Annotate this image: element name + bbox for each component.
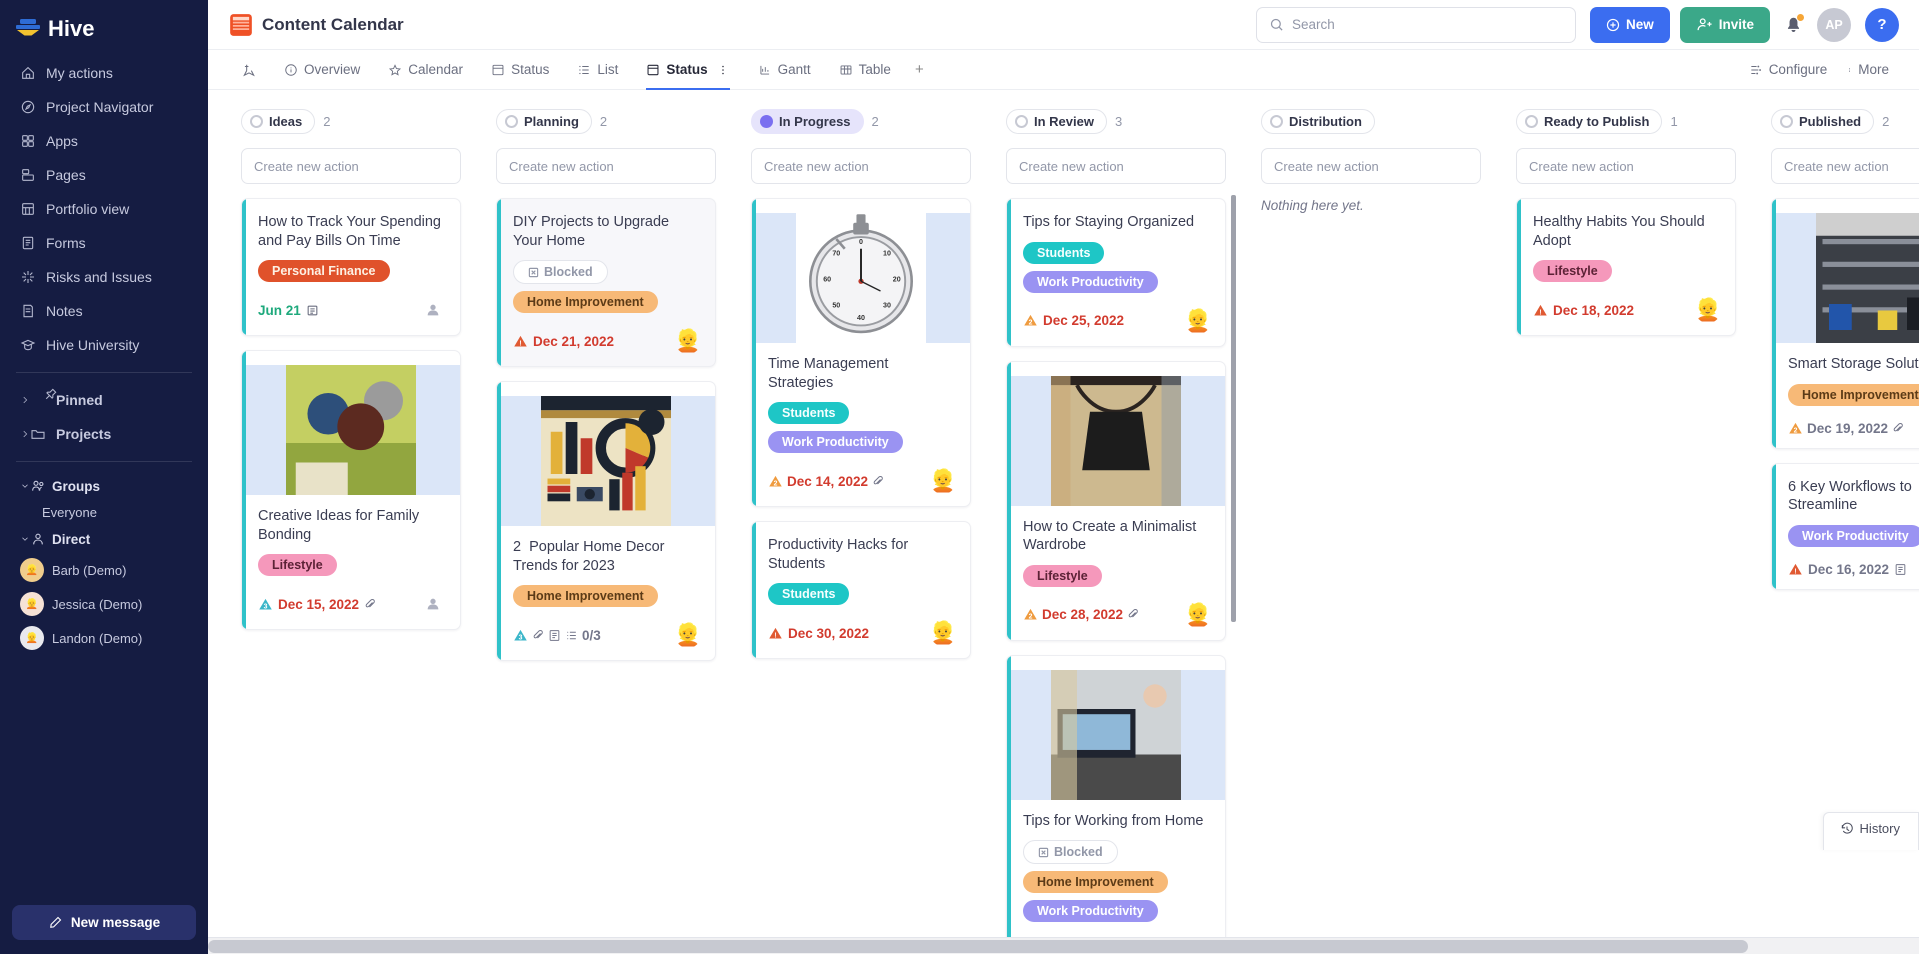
svg-text:!: ! — [519, 340, 521, 347]
svg-text:0: 0 — [859, 238, 863, 246]
svg-text:!: ! — [1794, 568, 1796, 575]
svg-text:60: 60 — [823, 275, 831, 283]
svg-text:3: 3 — [519, 634, 523, 641]
svg-text:2: 2 — [1029, 613, 1033, 620]
svg-text:2: 2 — [774, 480, 778, 487]
svg-text:40: 40 — [857, 314, 865, 322]
svg-text:2: 2 — [1029, 319, 1033, 326]
svg-text:70: 70 — [832, 249, 840, 257]
svg-text:20: 20 — [893, 275, 901, 283]
svg-text:30: 30 — [883, 301, 891, 309]
svg-text:50: 50 — [832, 301, 840, 309]
svg-text:3: 3 — [264, 603, 268, 610]
svg-text:!: ! — [1539, 309, 1541, 316]
svg-text:2: 2 — [1794, 427, 1798, 434]
svg-text:!: ! — [774, 632, 776, 639]
svg-text:10: 10 — [883, 249, 891, 257]
